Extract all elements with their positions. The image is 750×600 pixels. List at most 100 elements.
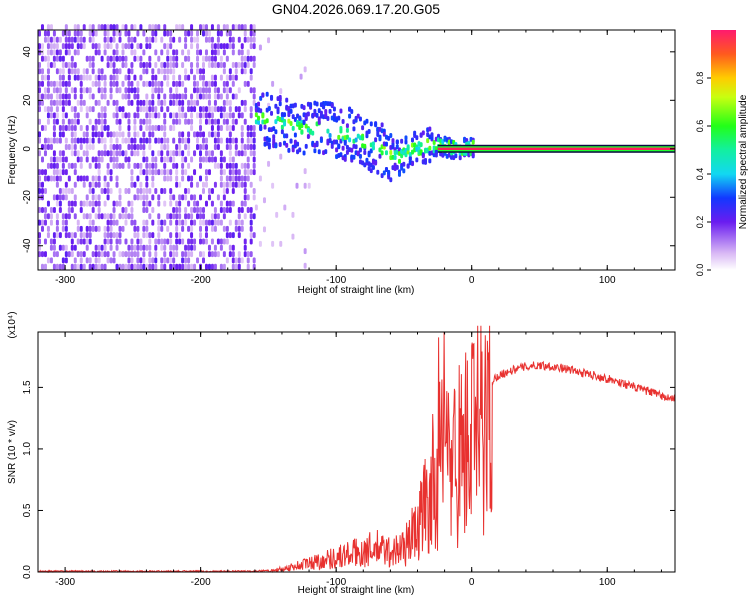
spectrogram-cell — [58, 263, 62, 270]
spectrogram-cell — [127, 143, 131, 150]
spectrogram-cell — [160, 188, 164, 195]
spectrogram-cell — [127, 99, 131, 106]
spectrogram-cell — [91, 225, 95, 232]
spectrogram-cell — [216, 162, 220, 169]
spectrogram-cell — [216, 238, 220, 245]
spectrogram-cell — [213, 62, 217, 68]
spectrogram-cell — [52, 251, 56, 258]
spectrogram-cell — [106, 162, 110, 169]
spectrogram-cell — [157, 200, 161, 207]
spectrogram-cell — [109, 80, 113, 87]
spectrogram-cell — [61, 68, 65, 75]
spectrogram-cell — [237, 112, 241, 119]
spectrogram-cell — [210, 74, 214, 81]
spectrogram-cell — [70, 251, 74, 258]
spectrogram-cell — [365, 157, 369, 163]
spectrogram-cell — [100, 112, 104, 119]
spectrogram-cell — [243, 169, 247, 176]
spectrogram-cell — [112, 30, 116, 37]
spectrogram-cell — [278, 101, 282, 107]
spectrogram-cell — [287, 147, 291, 153]
spectrogram-cell — [142, 99, 146, 106]
spectrogram-cell — [160, 125, 164, 132]
spectrogram-cell — [187, 225, 191, 232]
spectrogram-cell — [118, 118, 122, 125]
spectrogram-cell — [231, 257, 235, 264]
spectrogram-cell — [207, 30, 211, 37]
spectrogram-cell — [148, 80, 152, 87]
spectrogram-cell — [115, 106, 119, 113]
spectrogram-cell — [67, 143, 71, 150]
spectrogram-cell — [252, 43, 256, 50]
spectrogram-cell — [76, 112, 80, 119]
spectrogram-cell — [58, 87, 62, 94]
spectrogram-cell — [94, 118, 98, 125]
spectrogram-cell — [204, 225, 208, 232]
spectrogram-cell — [115, 181, 119, 188]
spectrogram-cell — [371, 164, 375, 170]
spectrogram-cell — [55, 87, 59, 94]
y-tick-label: -40 — [22, 238, 33, 253]
spectrogram-cell — [133, 112, 137, 119]
spectrogram-cell — [151, 162, 155, 169]
spectrogram-cell — [148, 244, 152, 251]
spectrogram-cell — [172, 36, 176, 43]
spectrogram-cell — [151, 169, 155, 176]
spectrogram-cell — [225, 238, 229, 245]
spectrogram-cell — [231, 43, 235, 50]
spectrogram-cell — [219, 169, 223, 176]
spectrogram-cell — [97, 169, 101, 176]
spectrogram-cell — [160, 263, 164, 270]
spectrogram-cell — [79, 125, 83, 132]
spectrogram-cell — [415, 135, 419, 141]
spectrogram-cell — [46, 62, 50, 68]
spectrogram-cell — [151, 87, 155, 94]
spectrogram-cell — [240, 68, 244, 75]
spectrogram-cell — [201, 206, 205, 213]
spectrogram-cell — [228, 219, 232, 226]
spectrogram-cell — [124, 43, 128, 50]
spectrogram-cell — [178, 131, 182, 138]
spectrogram-cell — [231, 137, 235, 144]
spectrogram-cell — [97, 175, 101, 182]
spectrogram-cell — [139, 188, 143, 195]
spectrogram-cell — [124, 219, 128, 226]
spectrogram-cell — [193, 169, 197, 176]
spectrogram-cell — [79, 80, 83, 87]
spectrogram-cell — [38, 68, 41, 75]
spectrogram-cell — [187, 188, 191, 195]
spectrogram-cell — [172, 244, 176, 251]
spectrogram-cell — [163, 175, 167, 182]
spectrogram-cell — [46, 68, 50, 75]
spectrogram-cell — [145, 232, 149, 239]
spectrogram-cell — [112, 24, 116, 31]
spectrogram-cell — [181, 225, 185, 232]
spectrogram-cell — [55, 219, 59, 226]
spectrogram-cell — [112, 206, 116, 213]
spectrogram-cell — [61, 62, 65, 68]
spectrogram-cell — [471, 152, 475, 158]
spectrogram-cell — [38, 106, 41, 113]
spectrogram-cell — [76, 74, 80, 81]
spectrogram-cell — [67, 30, 71, 37]
spectrogram-cell — [127, 80, 131, 87]
spectrogram-cell — [85, 74, 89, 81]
spectrogram-cell — [199, 175, 203, 182]
spectrogram-cell — [115, 49, 119, 56]
spectrogram-cell — [94, 43, 98, 50]
spectrogram-cell — [38, 131, 41, 138]
spectrogram-cell — [187, 99, 191, 106]
spectrogram-cell — [240, 137, 244, 144]
spectrogram-cell — [237, 225, 241, 232]
spectrogram-cell — [73, 181, 77, 188]
spectrogram-cell — [178, 200, 182, 207]
spectrogram-cell — [207, 156, 211, 163]
spectrogram-cell — [178, 74, 182, 81]
spectrogram-cell — [61, 118, 65, 125]
colorbar-ticks: 0.00.20.40.60.8 — [695, 72, 711, 276]
spectrogram-cell — [246, 251, 250, 258]
spectrogram-cell — [160, 219, 164, 226]
spectrogram-cell — [112, 80, 116, 87]
spectrogram-cell — [228, 43, 232, 50]
spectrogram-cell — [55, 106, 59, 113]
